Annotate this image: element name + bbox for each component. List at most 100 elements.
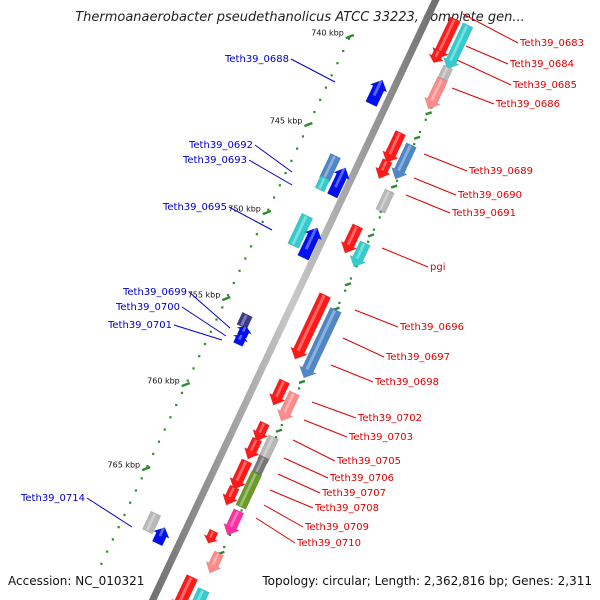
gene-label-left[interactable]: Teth39_0700 <box>115 302 180 313</box>
scale-dot <box>228 533 232 537</box>
gene-pgi[interactable] <box>349 240 371 268</box>
gene-label-right[interactable]: Teth39_0705 <box>336 456 401 467</box>
gene-0684[interactable] <box>442 22 474 70</box>
scale-dot <box>284 171 287 175</box>
gene-label-right[interactable]: Teth39_0708 <box>314 503 379 514</box>
scale-dot <box>347 37 351 40</box>
gene-0712[interactable] <box>171 574 199 600</box>
labels-layer[interactable]: Teth39_0688 Teth39_0692 Teth39_0693 Teth39_… <box>20 38 584 549</box>
scale-dot <box>223 546 226 549</box>
scale-dot <box>249 245 253 248</box>
gene-0697[interactable] <box>299 306 342 379</box>
gene-0714[interactable] <box>151 527 170 547</box>
gene-label-right[interactable]: Teth39_0710 <box>296 538 361 549</box>
scale-dot <box>134 489 138 492</box>
scale-dot <box>261 220 264 224</box>
gene-label-left[interactable]: Teth39_0699 <box>122 287 187 298</box>
gene-0707[interactable] <box>235 470 263 510</box>
gene-0683[interactable] <box>432 16 461 60</box>
scale-label: 765 kbp <box>108 461 141 470</box>
gene-0699[interactable] <box>236 311 253 330</box>
left-callout-line <box>188 291 231 329</box>
gene-0695-a[interactable] <box>287 212 314 249</box>
gene-label-right[interactable]: Teth39_0702 <box>357 413 422 424</box>
scale-dot <box>203 342 207 346</box>
right-callout-line <box>342 337 385 358</box>
gene-0703[interactable] <box>244 436 263 460</box>
right-callout-line <box>277 473 321 494</box>
gene-0692-b[interactable] <box>314 175 331 193</box>
gene-label-right[interactable]: Teth39_0690 <box>457 190 522 201</box>
gene-0708[interactable] <box>222 484 240 506</box>
scale-tick: 745 kbp <box>270 117 313 128</box>
gene-0689[interactable] <box>391 142 417 180</box>
backbone-layer <box>148 0 440 600</box>
gene-0701[interactable] <box>232 334 249 347</box>
gene-label-left[interactable]: Teth39_0701 <box>107 320 172 331</box>
right-callout-line <box>381 247 429 268</box>
gene-label-right[interactable]: Teth39_0683 <box>519 38 584 49</box>
scale-dot <box>169 416 172 419</box>
gene-0696[interactable] <box>290 292 332 360</box>
scale-dot <box>413 143 416 146</box>
gene-label-right[interactable]: Teth39_0696 <box>399 322 464 333</box>
scale-dot <box>336 62 339 65</box>
gene-label-left[interactable]: Teth39_0714 <box>20 493 85 504</box>
scale-dot <box>180 391 184 394</box>
gene-label-right[interactable]: Teth39_0691 <box>451 208 516 219</box>
gene-0693[interactable] <box>326 167 350 199</box>
feature-tick <box>413 135 421 140</box>
gene-0692[interactable] <box>318 153 342 183</box>
scale-dot <box>367 240 370 243</box>
gene-0714-a[interactable] <box>142 510 162 535</box>
gene-0709[interactable] <box>223 508 245 536</box>
gene-label-left[interactable]: Teth39_0695 <box>162 202 227 213</box>
scale-dot <box>319 98 322 101</box>
scale-label: 745 kbp <box>270 117 303 126</box>
scale-tick: 750 kbp <box>228 205 272 216</box>
gene-label-right[interactable]: Teth39_0689 <box>468 166 533 177</box>
feature-tick <box>298 379 306 385</box>
gene-label-right[interactable]: Teth39_0685 <box>512 80 577 91</box>
right-callout-line <box>405 194 451 214</box>
scale-dot <box>186 379 189 382</box>
left-callout-line <box>228 206 273 231</box>
gene-0688[interactable] <box>365 79 388 107</box>
gene-0686[interactable] <box>428 48 445 64</box>
gene-label-right[interactable]: Teth39_0684 <box>509 59 574 70</box>
feature-tick <box>425 111 433 116</box>
gene-0710[interactable] <box>205 550 224 574</box>
gene-label-right[interactable]: Teth39_0707 <box>321 488 386 499</box>
gene-0706[interactable] <box>229 458 253 490</box>
scale-dot <box>129 501 132 504</box>
gene-label-right[interactable]: Teth39_0697 <box>385 352 450 363</box>
gene-0690[interactable] <box>375 158 393 180</box>
gene-label-right[interactable]: Teth39_0698 <box>374 377 439 388</box>
right-callout-line <box>423 153 468 172</box>
gene-0695[interactable] <box>297 227 323 261</box>
scale-dot <box>273 196 276 199</box>
gene-pgi-a[interactable] <box>340 223 364 254</box>
gene-0698-a[interactable] <box>269 378 291 406</box>
gene-0689-a[interactable] <box>382 129 407 164</box>
scale-dot <box>378 216 381 219</box>
gene-label-left[interactable]: Teth39_0693 <box>182 155 247 166</box>
left-callout-line <box>248 159 293 186</box>
gene-0698[interactable] <box>276 390 300 422</box>
topology-text: Topology: circular; Length: 2,362,816 bp… <box>262 574 592 588</box>
gene-0685[interactable] <box>424 76 448 110</box>
gene-label-right[interactable]: Teth39_0703 <box>348 432 413 443</box>
gene-0702-a[interactable] <box>252 420 270 442</box>
gene-0710-a[interactable] <box>203 528 219 544</box>
gene-label-left[interactable]: Teth39_0688 <box>224 54 289 65</box>
gene-label-right[interactable]: Teth39_0686 <box>495 99 560 110</box>
gene-label-left[interactable]: Teth39_0692 <box>188 140 253 151</box>
right-callout-line <box>292 439 336 462</box>
gene-0691[interactable] <box>375 188 395 214</box>
gene-label-right[interactable]: Teth39_0709 <box>304 522 369 533</box>
gene-label-right[interactable]: pgi <box>430 262 445 273</box>
gene-label-right[interactable]: Teth39_0706 <box>329 473 394 484</box>
genes-layer[interactable] <box>142 16 474 600</box>
gene-0702[interactable] <box>257 434 280 464</box>
